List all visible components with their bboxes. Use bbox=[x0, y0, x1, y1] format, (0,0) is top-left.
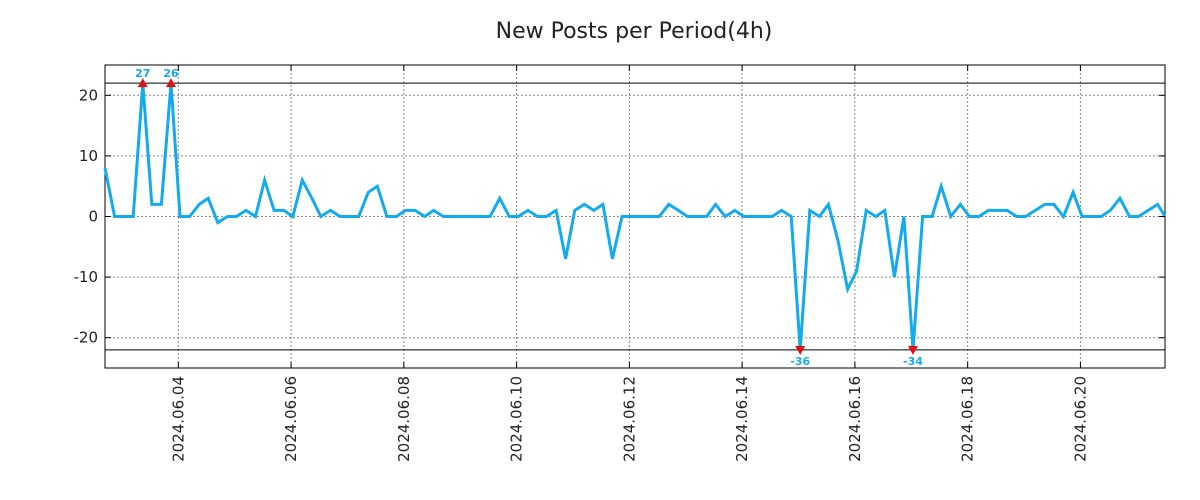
x-tick-label: 2024.06.08 bbox=[395, 376, 413, 462]
y-tick-label: -20 bbox=[74, 329, 99, 347]
x-tick-label: 2024.06.16 bbox=[846, 376, 864, 462]
chart-title: New Posts per Period(4h) bbox=[496, 19, 773, 44]
overflow-marker-up bbox=[137, 78, 148, 88]
overflow-marker-down bbox=[907, 345, 918, 355]
x-tick-label: 2024.06.04 bbox=[169, 376, 187, 462]
overflow-label: 26 bbox=[163, 67, 179, 80]
y-axis: 20 10 0 -10 -20 bbox=[74, 86, 1165, 347]
x-tick-label: 2024.06.18 bbox=[959, 376, 977, 462]
series-line bbox=[103, 83, 1167, 350]
x-tick-label: 2024.06.14 bbox=[733, 376, 751, 462]
overflow-marker-up bbox=[165, 78, 176, 88]
annotations: 27 26 -36 -34 bbox=[135, 67, 923, 368]
y-tick-label: -10 bbox=[74, 268, 99, 286]
x-tick-label: 2024.06.20 bbox=[1071, 376, 1089, 462]
x-axis: 2024.06.04 2024.06.06 2024.06.08 2024.06.10… bbox=[169, 65, 1089, 462]
overflow-label: -34 bbox=[903, 355, 923, 368]
y-tick-label: 10 bbox=[79, 147, 98, 165]
y-tick-label: 0 bbox=[88, 208, 98, 226]
y-tick-label: 20 bbox=[79, 86, 98, 104]
clip-lines bbox=[105, 82, 1165, 351]
x-tick-label: 2024.06.06 bbox=[282, 376, 300, 462]
overflow-label: 27 bbox=[135, 67, 150, 80]
x-tick-label: 2024.06.12 bbox=[620, 376, 638, 462]
overflow-marker-down bbox=[795, 345, 806, 355]
overflow-label: -36 bbox=[790, 355, 810, 368]
x-tick-label: 2024.06.10 bbox=[508, 376, 526, 462]
